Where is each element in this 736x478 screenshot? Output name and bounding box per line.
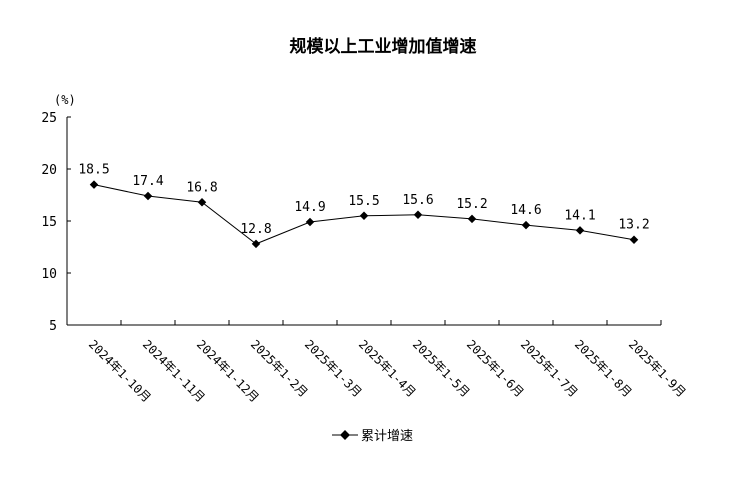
legend: 累计增速 [332,429,413,444]
x-tick-label: 2025年1-4月 [356,337,419,400]
data-label: 17.4 [132,174,163,189]
data-point [467,214,477,224]
data-label: 15.6 [402,193,433,208]
data-point [575,226,585,235]
x-tick-label: 2025年1-8月 [572,337,635,400]
data-label: 14.9 [294,200,325,215]
x-tick-label: 2025年1-3月 [302,337,365,400]
data-label: 18.5 [78,163,109,178]
y-tick-label: 15 [41,215,57,230]
y-axis-unit: (%) [54,93,76,107]
y-tick-label: 5 [49,319,57,334]
data-point [197,198,207,207]
data-point [89,180,99,189]
data-point [629,235,639,244]
data-point [359,211,369,221]
data-point [413,210,423,220]
data-label: 15.2 [456,197,487,212]
chart-title: 规模以上工业增加值增速 [290,36,477,57]
y-tick-label: 20 [41,163,57,178]
y-tick-label: 10 [41,267,57,282]
data-label: 15.5 [348,194,379,209]
x-tick-label: 2025年1-6月 [464,337,527,400]
x-tick-label: 2025年1-5月 [410,337,473,400]
x-tick-label: 2025年1-7月 [518,337,581,400]
data-label: 14.6 [510,203,541,218]
data-point [521,220,531,230]
y-tick-label: 25 [41,111,57,126]
legend-label: 累计增速 [361,429,413,444]
data-label: 13.2 [618,218,649,233]
data-label: 14.1 [564,208,595,223]
data-point [305,217,315,227]
data-point [251,239,261,249]
data-label: 12.8 [240,222,271,237]
legend-marker-icon [340,430,350,440]
data-point [143,191,153,201]
x-tick-label: 2025年1-9月 [626,337,689,400]
data-label: 16.8 [186,180,217,195]
